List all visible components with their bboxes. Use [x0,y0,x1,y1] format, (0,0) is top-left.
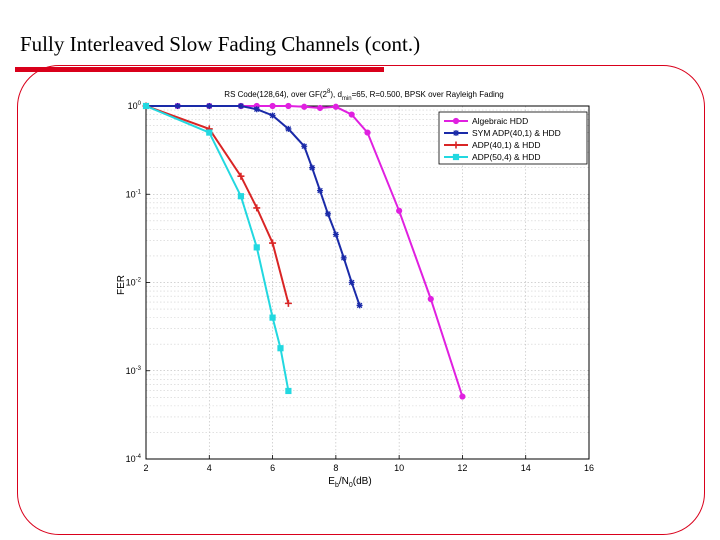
y-tick-label: 100 [128,101,142,111]
data-point [237,103,244,109]
y-tick-label: 10-4 [126,454,142,464]
data-point [253,106,260,113]
data-point [285,387,292,395]
series-4 [142,102,292,395]
data-point [277,345,284,352]
series-line [146,105,464,397]
x-axis-label: Eb/N0(dB) [328,476,371,489]
data-point [452,153,460,161]
grid [146,106,589,459]
x-tick-label: 2 [143,463,148,473]
y-tick-label: 10-2 [126,278,142,288]
data-point [237,193,245,200]
data-point [253,204,261,212]
x-tick-label: 16 [584,463,594,473]
title-underline [15,67,384,72]
y-axis-label: FER [116,275,127,295]
legend: Algebraic HDD SYM ADP(40,1) & HDD ADP(40,1… [438,111,588,165]
x-tick-label: 6 [270,463,275,473]
legend-item-1: Algebraic HDD [444,116,528,126]
data-point [301,103,308,110]
data-point [427,295,434,303]
series-3 [142,102,292,307]
legend-label: ADP(50,4) & HDD [472,152,541,162]
data-point [348,279,355,286]
data-point [174,103,181,109]
data-point [452,141,460,149]
data-point [269,112,276,119]
x-tick-label: 10 [394,463,404,473]
series-line [145,105,290,304]
data-point [332,103,339,110]
data-point [142,102,150,110]
data-point [317,187,324,194]
legend-label: SYM ADP(40,1) & HDD [472,128,561,138]
series-2 [143,103,363,309]
data-point [396,207,403,214]
legend-label: Algebraic HDD [472,116,528,126]
data-point [459,393,466,400]
data-point [206,129,213,136]
data-point [332,231,339,238]
data-point [237,172,245,180]
chart-title: RS Code(128,64), over GF(28), dmin=65, R… [224,89,503,102]
data-point [324,210,331,217]
data-point [284,299,292,307]
data-point [301,143,308,150]
data-point [452,117,460,125]
y-tick-label: 10-3 [126,366,142,376]
data-point [309,164,316,171]
legend-label: ADP(40,1) & HDD [472,140,541,150]
series-line [146,105,361,306]
data-point [253,244,260,251]
legend-item-3: ADP(40,1) & HDD [444,140,541,150]
series-line [145,105,290,392]
data-point [206,103,213,109]
slide-frame [17,65,705,535]
data-point [356,302,363,309]
data-point [269,314,276,321]
legend-item-2: SYM ADP(40,1) & HDD [444,128,561,138]
data-point [340,254,347,261]
data-point [269,102,276,110]
x-tick-label: 8 [333,463,338,473]
data-point [316,104,324,112]
x-tick-label: 4 [207,463,212,473]
x-tick-label: 12 [457,463,467,473]
slide-title: Fully Interleaved Slow Fading Channels (… [20,32,421,56]
series [142,102,466,400]
y-tick-label: 10-1 [126,189,142,199]
legend-item-4: ADP(50,4) & HDD [444,152,541,162]
data-point [453,130,459,136]
data-point [285,102,292,110]
data-point [348,111,355,118]
data-point [269,239,277,247]
data-point [285,125,292,132]
axis-ticks: 2 4 6 8 10 12 14 16 100 10-1 10-2 10-3 10-4 [126,101,594,473]
x-tick-label: 14 [521,463,531,473]
data-point [364,129,371,136]
